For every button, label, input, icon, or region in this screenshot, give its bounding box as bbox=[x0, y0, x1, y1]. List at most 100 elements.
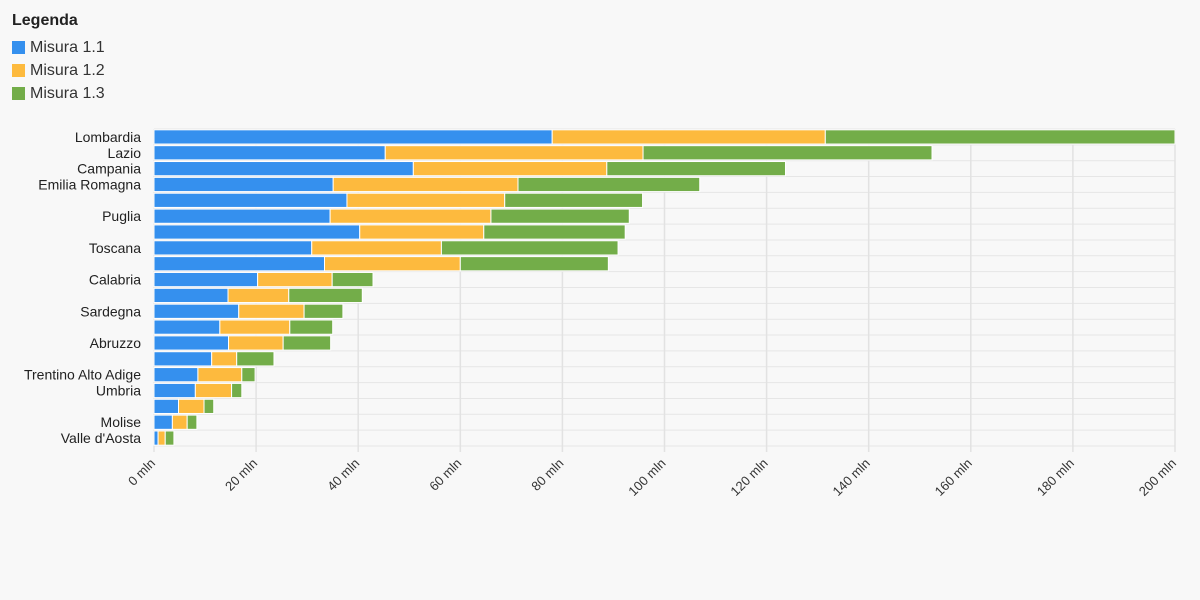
bar-segment-2[interactable] bbox=[311, 240, 442, 256]
legend-item-misura-1-1[interactable]: Misura 1.1 bbox=[12, 36, 105, 59]
bar-segment-1[interactable] bbox=[153, 414, 173, 430]
bar-segment-3[interactable] bbox=[203, 398, 215, 414]
bar-segment-3[interactable] bbox=[517, 176, 701, 193]
bar-segment-2[interactable] bbox=[324, 256, 461, 272]
legend-item-misura-1-2[interactable]: Misura 1.2 bbox=[12, 59, 105, 82]
bar-segment-1[interactable] bbox=[153, 382, 196, 399]
bar-segment-3[interactable] bbox=[642, 145, 933, 161]
x-tick-label: 0 mln bbox=[125, 456, 158, 489]
x-tick-label: 140 mln bbox=[830, 456, 873, 499]
x-tick-label: 60 mln bbox=[426, 456, 464, 494]
x-tick-label: 80 mln bbox=[528, 456, 566, 494]
legend-item-misura-1-3[interactable]: Misura 1.3 bbox=[12, 82, 105, 105]
legend-swatch bbox=[12, 41, 25, 54]
bar-segment-3[interactable] bbox=[231, 382, 243, 399]
bar-segment-1[interactable] bbox=[153, 287, 229, 304]
bar-segment-3[interactable] bbox=[459, 256, 609, 272]
bar-segment-2[interactable] bbox=[194, 382, 233, 399]
bar-segment-1[interactable] bbox=[153, 161, 414, 177]
bar-segment-2[interactable] bbox=[551, 129, 826, 145]
bar-segment-1[interactable] bbox=[153, 335, 230, 351]
x-tick-label: 120 mln bbox=[727, 456, 770, 499]
bar-segment-1[interactable] bbox=[153, 224, 361, 240]
bar-segment-3[interactable] bbox=[483, 224, 626, 240]
category-label: Abruzzo bbox=[90, 335, 142, 351]
bar-segment-1[interactable] bbox=[153, 271, 259, 288]
bar-segment-3[interactable] bbox=[824, 129, 1176, 145]
bar-segment-1[interactable] bbox=[153, 303, 240, 319]
bar-segment-2[interactable] bbox=[211, 351, 238, 367]
x-tick-label: 20 mln bbox=[222, 456, 260, 494]
bars-layer bbox=[153, 129, 1176, 446]
bar-segment-3[interactable] bbox=[164, 430, 175, 446]
bar-segment-3[interactable] bbox=[289, 319, 334, 335]
category-label: Lombardia bbox=[75, 129, 141, 145]
bar-segment-2[interactable] bbox=[412, 161, 608, 177]
bar-segment-1[interactable] bbox=[153, 129, 553, 145]
bar-segment-3[interactable] bbox=[241, 367, 256, 383]
bar-segment-1[interactable] bbox=[153, 351, 213, 367]
bar-segment-2[interactable] bbox=[238, 303, 305, 319]
bar-segment-3[interactable] bbox=[440, 240, 619, 256]
x-tick-label: 40 mln bbox=[324, 456, 362, 494]
legend-label: Misura 1.2 bbox=[30, 61, 105, 79]
bar-segment-2[interactable] bbox=[178, 398, 205, 414]
bar-segment-2[interactable] bbox=[227, 287, 290, 304]
bar-segment-3[interactable] bbox=[606, 161, 786, 177]
bar-segment-1[interactable] bbox=[153, 256, 326, 272]
category-label: Campania bbox=[77, 161, 141, 177]
category-label: Sardegna bbox=[80, 303, 141, 319]
category-label: Calabria bbox=[89, 272, 141, 288]
legend-label: Misura 1.1 bbox=[30, 38, 105, 56]
category-label: Valle d'Aosta bbox=[61, 430, 141, 446]
bar-segment-2[interactable] bbox=[219, 319, 291, 335]
bar-segment-3[interactable] bbox=[303, 303, 344, 319]
category-label: Puglia bbox=[102, 208, 141, 224]
legend-swatch bbox=[12, 64, 25, 77]
bar-segment-1[interactable] bbox=[153, 176, 334, 193]
bar-segment-3[interactable] bbox=[331, 271, 374, 288]
bar-segment-2[interactable] bbox=[157, 430, 166, 446]
bar-segment-3[interactable] bbox=[186, 414, 198, 430]
bar-segment-3[interactable] bbox=[490, 208, 630, 224]
category-label: Emilia Romagna bbox=[38, 176, 141, 192]
bar-segment-2[interactable] bbox=[171, 414, 188, 430]
x-tick-label: 180 mln bbox=[1034, 456, 1077, 499]
bar-segment-2[interactable] bbox=[346, 192, 506, 208]
bar-segment-2[interactable] bbox=[329, 208, 492, 224]
bar-segment-2[interactable] bbox=[257, 271, 333, 288]
bar-segment-3[interactable] bbox=[282, 335, 332, 351]
bar-segment-2[interactable] bbox=[332, 176, 519, 193]
grid-layer bbox=[153, 128, 1176, 452]
bar-segment-1[interactable] bbox=[153, 192, 348, 208]
bar-segment-3[interactable] bbox=[236, 351, 275, 367]
bar-segment-1[interactable] bbox=[153, 367, 199, 383]
category-label: Umbria bbox=[96, 383, 141, 399]
bar-segment-1[interactable] bbox=[153, 430, 159, 446]
legend-label: Misura 1.3 bbox=[30, 84, 105, 102]
x-tick-label: 100 mln bbox=[625, 456, 668, 499]
bar-segment-1[interactable] bbox=[153, 208, 331, 224]
bar-segment-1[interactable] bbox=[153, 319, 221, 335]
x-axis-labels: 0 mln 20 mln 40 mln 60 mln 80 mln 100 mln 120 … bbox=[125, 456, 1179, 499]
bar-segment-2[interactable] bbox=[197, 367, 243, 383]
category-label: Molise bbox=[101, 414, 142, 430]
bar-segment-3[interactable] bbox=[288, 287, 363, 304]
x-tick-label: 200 mln bbox=[1136, 456, 1179, 499]
bar-segment-3[interactable] bbox=[504, 192, 644, 208]
category-label: Lazio bbox=[108, 145, 142, 161]
x-tick-label: 160 mln bbox=[932, 456, 975, 499]
bar-segment-1[interactable] bbox=[153, 240, 313, 256]
legend-title: Legenda bbox=[12, 12, 78, 29]
bar-segment-2[interactable] bbox=[359, 224, 485, 240]
bar-segment-1[interactable] bbox=[153, 145, 386, 161]
category-label: Trentino Alto Adige bbox=[24, 367, 141, 383]
category-label: Toscana bbox=[89, 240, 141, 256]
legend: Legenda Misura 1.1 Misura 1.2 Misura 1.3 bbox=[12, 12, 105, 105]
legend-swatch bbox=[12, 87, 25, 100]
bar-segment-2[interactable] bbox=[384, 145, 644, 161]
bar-segment-2[interactable] bbox=[228, 335, 284, 351]
bar-segment-1[interactable] bbox=[153, 398, 180, 414]
